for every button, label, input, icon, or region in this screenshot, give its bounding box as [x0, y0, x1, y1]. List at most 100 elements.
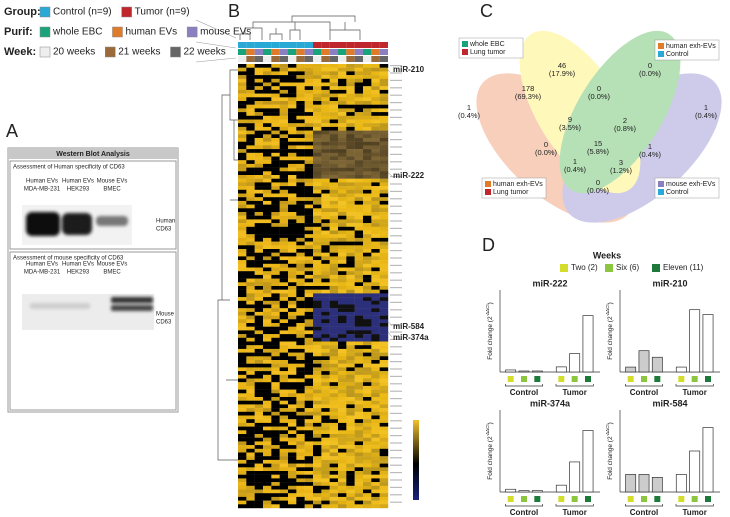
heatmap-cell — [379, 208, 389, 213]
heatmap-cell — [338, 378, 347, 383]
heatmap-cell — [246, 419, 255, 424]
heatmap-cell — [363, 393, 372, 398]
heatmap-cell — [313, 337, 322, 342]
heatmap-cell — [263, 163, 272, 168]
heatmap-cell — [379, 193, 389, 198]
heatmap-cell — [338, 282, 347, 287]
heatmap-cell — [379, 252, 389, 257]
heatmap-cell — [329, 478, 339, 483]
heatmap-cell — [296, 378, 305, 383]
heatmap-cell — [238, 345, 247, 350]
heatmap-cell — [279, 156, 289, 161]
heatmap-cell — [304, 163, 314, 168]
heatmap-cell — [329, 200, 339, 205]
heatmap-cell — [321, 64, 330, 68]
heatmap-cell — [379, 226, 389, 231]
heatmap-cell — [296, 167, 305, 172]
heatmap-cell — [279, 441, 289, 446]
heatmap-cell — [313, 400, 322, 405]
heatmap-cell — [246, 101, 255, 105]
heatmap-cell — [304, 404, 314, 409]
heatmap-cell — [321, 341, 330, 346]
heatmap-cell — [296, 245, 305, 250]
heatmap-cell — [379, 163, 389, 168]
heatmap-cell — [263, 156, 272, 161]
heatmap-cell — [354, 167, 364, 172]
heatmap-cell — [279, 123, 289, 128]
heatmap-cell — [313, 245, 322, 250]
heatmap-cell — [346, 367, 355, 372]
heatmap-cell — [313, 237, 322, 242]
heatmap-cell — [346, 360, 355, 364]
heatmap-cell — [321, 152, 330, 157]
heatmap-cell — [304, 101, 314, 105]
heatmap-cell — [321, 86, 330, 91]
heatmap-cell — [346, 171, 355, 176]
heatmap-cell — [371, 289, 380, 294]
heatmap-cell — [279, 178, 289, 183]
heatmap-cell — [254, 393, 264, 398]
heatmap — [238, 42, 402, 509]
heatmap-cell — [363, 186, 372, 190]
bar — [675, 474, 687, 493]
heatmap-cell — [354, 430, 364, 435]
heatmap-cell — [329, 371, 339, 375]
heatmap-cell — [313, 186, 322, 190]
annotation-cell — [338, 56, 347, 62]
row-label — [390, 427, 402, 429]
heatmap-cell — [271, 337, 280, 342]
heatmap-cell — [263, 64, 272, 68]
heatmap-cell — [321, 237, 330, 242]
heatmap-cell — [296, 204, 305, 209]
heatmap-cell — [279, 193, 289, 198]
heatmap-cell — [288, 485, 297, 490]
heatmap-cell — [363, 263, 372, 268]
heatmap-cell — [271, 256, 280, 261]
heatmap-cell — [354, 374, 364, 379]
heatmap-cell — [263, 463, 272, 468]
heatmap-cell — [246, 408, 255, 412]
heatmap-cell — [263, 274, 272, 279]
heatmap-cell — [271, 193, 280, 198]
heatmap-cell — [304, 274, 314, 279]
heatmap-cell — [288, 471, 297, 475]
heatmap-cell — [329, 393, 339, 398]
heatmap-cell — [263, 71, 272, 76]
heatmap-cell — [288, 389, 297, 394]
heatmap-cell — [263, 223, 272, 227]
heatmap-cell — [263, 152, 272, 157]
legend-item: 22 weeks — [184, 47, 226, 58]
heatmap-cell — [379, 393, 389, 398]
heatmap-cell — [354, 278, 364, 283]
heatmap-cell — [329, 489, 339, 494]
heatmap-cell — [288, 319, 297, 324]
heatmap-cell — [271, 474, 280, 479]
heatmap-cell — [371, 115, 380, 120]
heatmap-cell — [296, 208, 305, 213]
heatmap-cell — [279, 308, 289, 313]
heatmap-cell — [271, 274, 280, 279]
heatmap-cell — [279, 267, 289, 272]
heatmap-cell — [354, 152, 364, 157]
heatmap-cell — [246, 182, 255, 187]
heatmap-cell — [313, 175, 322, 179]
heatmap-cell — [296, 141, 305, 146]
heatmap-cell — [279, 126, 289, 131]
heatmap-cell — [346, 219, 355, 224]
heatmap-cell — [271, 278, 280, 283]
heatmap-cell — [379, 463, 389, 468]
heatmap-cell — [379, 300, 389, 305]
annotation-cell — [254, 56, 263, 62]
heatmap-cell — [338, 445, 347, 449]
heatmap-cell — [279, 75, 289, 79]
heatmap-cell — [379, 456, 389, 461]
heatmap-cell — [354, 404, 364, 409]
heatmap-cell — [296, 385, 305, 390]
heatmap-cell — [338, 337, 347, 342]
heatmap-cell — [321, 478, 330, 483]
heatmap-cell — [296, 219, 305, 224]
heatmap-cell — [363, 300, 372, 305]
heatmap-cell — [313, 212, 322, 216]
heatmap-cell — [238, 371, 247, 375]
heatmap-cell — [363, 382, 372, 387]
